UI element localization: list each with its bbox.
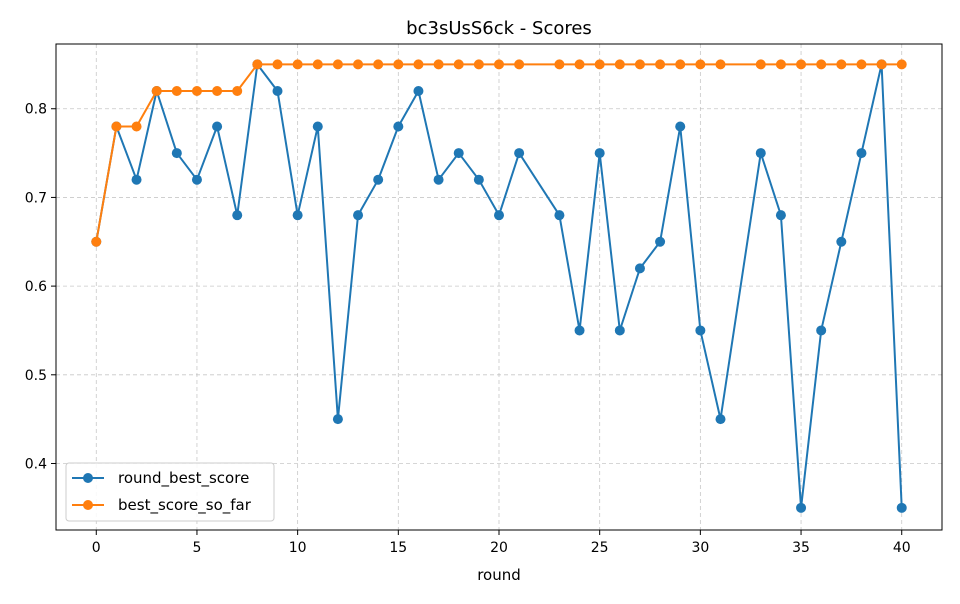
data-point-best_score_so_far bbox=[353, 59, 364, 70]
y-tick-label: 0.6 bbox=[25, 279, 47, 295]
chart-title: bc3sUsS6ck - Scores bbox=[406, 18, 592, 39]
data-point-best_score_so_far bbox=[131, 121, 142, 132]
data-point-best_score_so_far bbox=[514, 59, 525, 70]
data-point-best_score_so_far bbox=[212, 86, 223, 96]
data-point-best_score_so_far bbox=[232, 86, 243, 96]
data-point-round_best_score bbox=[212, 121, 223, 132]
data-point-round_best_score bbox=[675, 121, 686, 132]
data-point-round_best_score bbox=[131, 174, 142, 185]
data-point-best_score_so_far bbox=[695, 59, 706, 70]
data-point-round_best_score bbox=[755, 148, 766, 159]
legend-marker-round_best_score bbox=[83, 473, 93, 483]
data-point-round_best_score bbox=[796, 502, 807, 513]
data-point-best_score_so_far bbox=[453, 59, 464, 70]
data-point-best_score_so_far bbox=[91, 236, 102, 247]
data-point-round_best_score bbox=[232, 210, 243, 221]
data-point-round_best_score bbox=[494, 210, 504, 221]
data-point-best_score_so_far bbox=[876, 59, 887, 70]
data-point-best_score_so_far bbox=[856, 59, 867, 70]
x-tick-label: 20 bbox=[490, 540, 508, 556]
data-point-best_score_so_far bbox=[473, 59, 484, 70]
data-point-round_best_score bbox=[896, 502, 907, 513]
y-tick-label: 0.8 bbox=[25, 102, 47, 118]
data-point-best_score_so_far bbox=[715, 59, 726, 70]
legend-label-best_score_so_far: best_score_so_far bbox=[118, 496, 252, 515]
plot-background bbox=[56, 44, 942, 530]
data-point-round_best_score bbox=[554, 210, 565, 221]
x-tick-label: 30 bbox=[691, 540, 709, 556]
data-point-best_score_so_far bbox=[393, 59, 404, 70]
data-point-round_best_score bbox=[634, 263, 645, 274]
data-point-best_score_so_far bbox=[272, 59, 283, 70]
data-point-round_best_score bbox=[816, 325, 827, 336]
data-point-best_score_so_far bbox=[494, 59, 504, 70]
x-tick-label: 15 bbox=[389, 540, 407, 556]
x-tick-label: 40 bbox=[893, 540, 911, 556]
data-point-best_score_so_far bbox=[373, 59, 384, 70]
data-point-best_score_so_far bbox=[796, 59, 807, 70]
legend-box bbox=[65, 462, 275, 522]
data-point-best_score_so_far bbox=[151, 86, 162, 96]
data-point-best_score_so_far bbox=[292, 59, 303, 70]
plot-area: 0 5 10 15 20 25 30 35 40 0.4 0.5 0.6 0.7 0.8 bbox=[25, 43, 943, 556]
data-point-round_best_score bbox=[614, 325, 625, 336]
x-tick-label: 0 bbox=[92, 540, 101, 556]
x-tick-label: 25 bbox=[591, 540, 609, 556]
data-point-round_best_score bbox=[514, 148, 525, 159]
data-point-round_best_score bbox=[775, 210, 786, 221]
data-point-round_best_score bbox=[453, 148, 464, 159]
data-point-best_score_so_far bbox=[896, 59, 907, 70]
data-point-round_best_score bbox=[473, 174, 484, 185]
data-point-best_score_so_far bbox=[655, 59, 666, 70]
data-point-best_score_so_far bbox=[191, 86, 202, 96]
data-point-round_best_score bbox=[292, 210, 303, 221]
data-point-best_score_so_far bbox=[332, 59, 343, 70]
data-point-best_score_so_far bbox=[634, 59, 645, 70]
data-point-round_best_score bbox=[433, 174, 444, 185]
data-point-round_best_score bbox=[393, 121, 404, 132]
x-tick-label: 35 bbox=[792, 540, 810, 556]
y-tick-label: 0.5 bbox=[25, 368, 47, 384]
data-point-best_score_so_far bbox=[312, 59, 323, 70]
data-point-round_best_score bbox=[171, 148, 182, 159]
data-point-best_score_so_far bbox=[554, 59, 565, 70]
data-point-round_best_score bbox=[574, 325, 585, 336]
y-tick-label: 0.4 bbox=[25, 456, 47, 472]
data-point-best_score_so_far bbox=[433, 59, 444, 70]
data-point-round_best_score bbox=[332, 414, 343, 425]
data-point-best_score_so_far bbox=[816, 59, 827, 70]
data-point-best_score_so_far bbox=[675, 59, 686, 70]
legend-label-round_best_score: round_best_score bbox=[118, 469, 249, 488]
data-point-round_best_score bbox=[191, 174, 202, 185]
data-point-round_best_score bbox=[312, 121, 323, 132]
data-point-best_score_so_far bbox=[252, 59, 263, 70]
data-point-best_score_so_far bbox=[775, 59, 786, 70]
data-point-round_best_score bbox=[353, 210, 364, 221]
data-point-round_best_score bbox=[594, 148, 605, 159]
legend-marker-best_score_so_far bbox=[83, 500, 93, 510]
data-point-round_best_score bbox=[655, 236, 666, 247]
data-point-best_score_so_far bbox=[594, 59, 605, 70]
data-point-best_score_so_far bbox=[614, 59, 625, 70]
data-point-round_best_score bbox=[836, 236, 847, 247]
legend: round_best_score best_score_so_far bbox=[65, 462, 275, 522]
data-point-best_score_so_far bbox=[413, 59, 424, 70]
data-point-best_score_so_far bbox=[574, 59, 585, 70]
data-point-round_best_score bbox=[856, 148, 867, 159]
data-point-round_best_score bbox=[272, 86, 283, 96]
data-point-best_score_so_far bbox=[111, 121, 122, 132]
data-point-round_best_score bbox=[413, 86, 424, 96]
data-point-round_best_score bbox=[715, 414, 726, 425]
data-point-best_score_so_far bbox=[171, 86, 182, 96]
x-tick-label: 5 bbox=[192, 540, 201, 556]
data-point-best_score_so_far bbox=[836, 59, 847, 70]
data-point-best_score_so_far bbox=[755, 59, 766, 70]
y-tick-label: 0.7 bbox=[25, 190, 47, 206]
data-point-round_best_score bbox=[695, 325, 706, 336]
x-tick-label: 10 bbox=[289, 540, 307, 556]
data-point-round_best_score bbox=[373, 174, 384, 185]
x-axis-label: round bbox=[477, 566, 521, 584]
